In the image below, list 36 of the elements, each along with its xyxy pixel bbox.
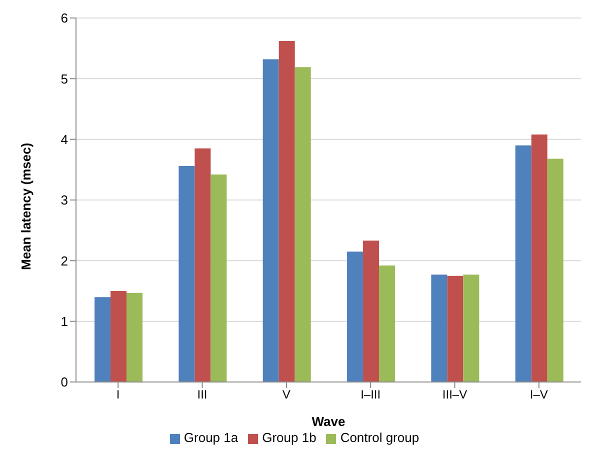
y-tick-label: 3: [60, 192, 68, 208]
y-tick-label: 2: [60, 253, 68, 268]
bar: [431, 274, 448, 382]
x-tick-label: III–V: [442, 388, 468, 402]
x-tick-label: III: [197, 388, 208, 402]
bar: [515, 145, 532, 382]
bar: [210, 174, 227, 382]
bar: [126, 292, 143, 382]
bar: [278, 41, 295, 382]
bar: [262, 59, 279, 382]
bar: [94, 297, 111, 382]
x-tick-label: I–III: [360, 388, 381, 402]
bar: [547, 158, 564, 382]
x-tick-label: I–V: [530, 388, 548, 402]
y-axis-title: Mean latency (msec): [18, 142, 34, 270]
bar: [463, 274, 480, 382]
x-tick-label: V: [282, 388, 290, 402]
bar: [294, 67, 311, 382]
legend-label: Control group: [340, 430, 420, 445]
bar: [110, 291, 127, 382]
legend-label: Group 1b: [262, 430, 316, 445]
legend-label: Group 1a: [184, 430, 238, 445]
x-tick-label: I: [116, 388, 120, 402]
y-tick-label: 1: [60, 314, 68, 329]
y-tick-label: 5: [60, 71, 68, 86]
bar: [531, 134, 548, 382]
bar: [379, 266, 396, 382]
bar: [447, 276, 464, 382]
bar: [194, 148, 211, 382]
y-tick-label: 4: [60, 132, 68, 147]
bar: [178, 166, 195, 382]
x-axis-title: Wave: [312, 414, 346, 429]
y-tick-label: 6: [60, 10, 68, 26]
bar: [347, 252, 364, 382]
y-tick-label: 0: [60, 374, 68, 390]
bar: [363, 240, 380, 382]
